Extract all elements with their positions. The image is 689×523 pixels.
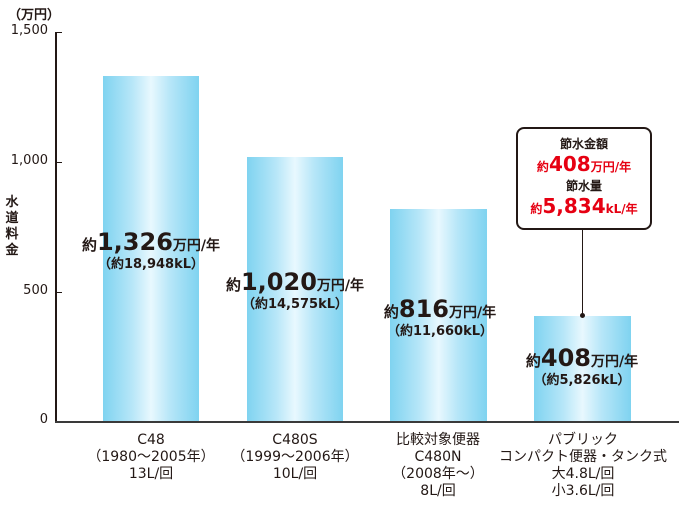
y-axis-unit: （万円） [8, 8, 61, 23]
y-tick-label: 1,500 [10, 23, 48, 38]
savings-water-value: 約5,834kL/年 [530, 194, 638, 218]
y-tick-mark [55, 32, 62, 33]
y-tick-mark [55, 292, 62, 293]
savings-money-value: 約408万円/年 [536, 152, 632, 176]
x-category-label: パブリック コンパクト便器・タンク式 大4.8L/回 小3.6L/回 [499, 432, 667, 499]
y-axis-label: 水 道 料 金 [4, 195, 20, 259]
bar-value-label: 約816万円/年 （約11,660kL） [383, 295, 497, 339]
y-axis-label-char: 金 [5, 243, 19, 258]
x-category-label: 比較対象便器 C480N （2008年〜） 8L/回 [392, 432, 484, 499]
x-category-label: C48 （1980〜2005年） 13L/回 [87, 432, 215, 482]
bar-c48 [103, 76, 199, 421]
y-axis-label-char: 水 [5, 195, 19, 210]
savings-water-heading: 節水量 [565, 179, 602, 193]
savings-callout: 節水金額 約408万円/年 節水量 約5,834kL/年 [516, 127, 652, 230]
x-category-label: C480S （1999〜2006年） 10L/回 [231, 432, 359, 482]
bar-value-label: 約1,020万円/年 （約14,575kL） [225, 268, 365, 312]
bar-value-label: 約1,326万円/年 （約18,948kL） [81, 228, 221, 272]
callout-pointer-line [582, 228, 583, 316]
bar-public-compact [534, 316, 631, 421]
callout-pointer-dot [580, 313, 585, 318]
y-axis-label-char: 道 [5, 211, 19, 226]
savings-money-heading: 節水金額 [559, 137, 608, 151]
x-axis-line [55, 421, 679, 423]
bar-value-label: 約408万円/年 （約5,826kL） [525, 344, 639, 388]
y-tick-label: 0 [39, 412, 48, 427]
y-axis-label-char: 料 [5, 227, 19, 242]
y-tick-mark [55, 162, 62, 163]
bar-c480s [247, 157, 343, 421]
y-tick-label: 1,000 [10, 153, 48, 168]
y-axis-line [55, 32, 57, 422]
bar-c480n [390, 209, 487, 421]
y-tick-label: 500 [23, 283, 48, 298]
